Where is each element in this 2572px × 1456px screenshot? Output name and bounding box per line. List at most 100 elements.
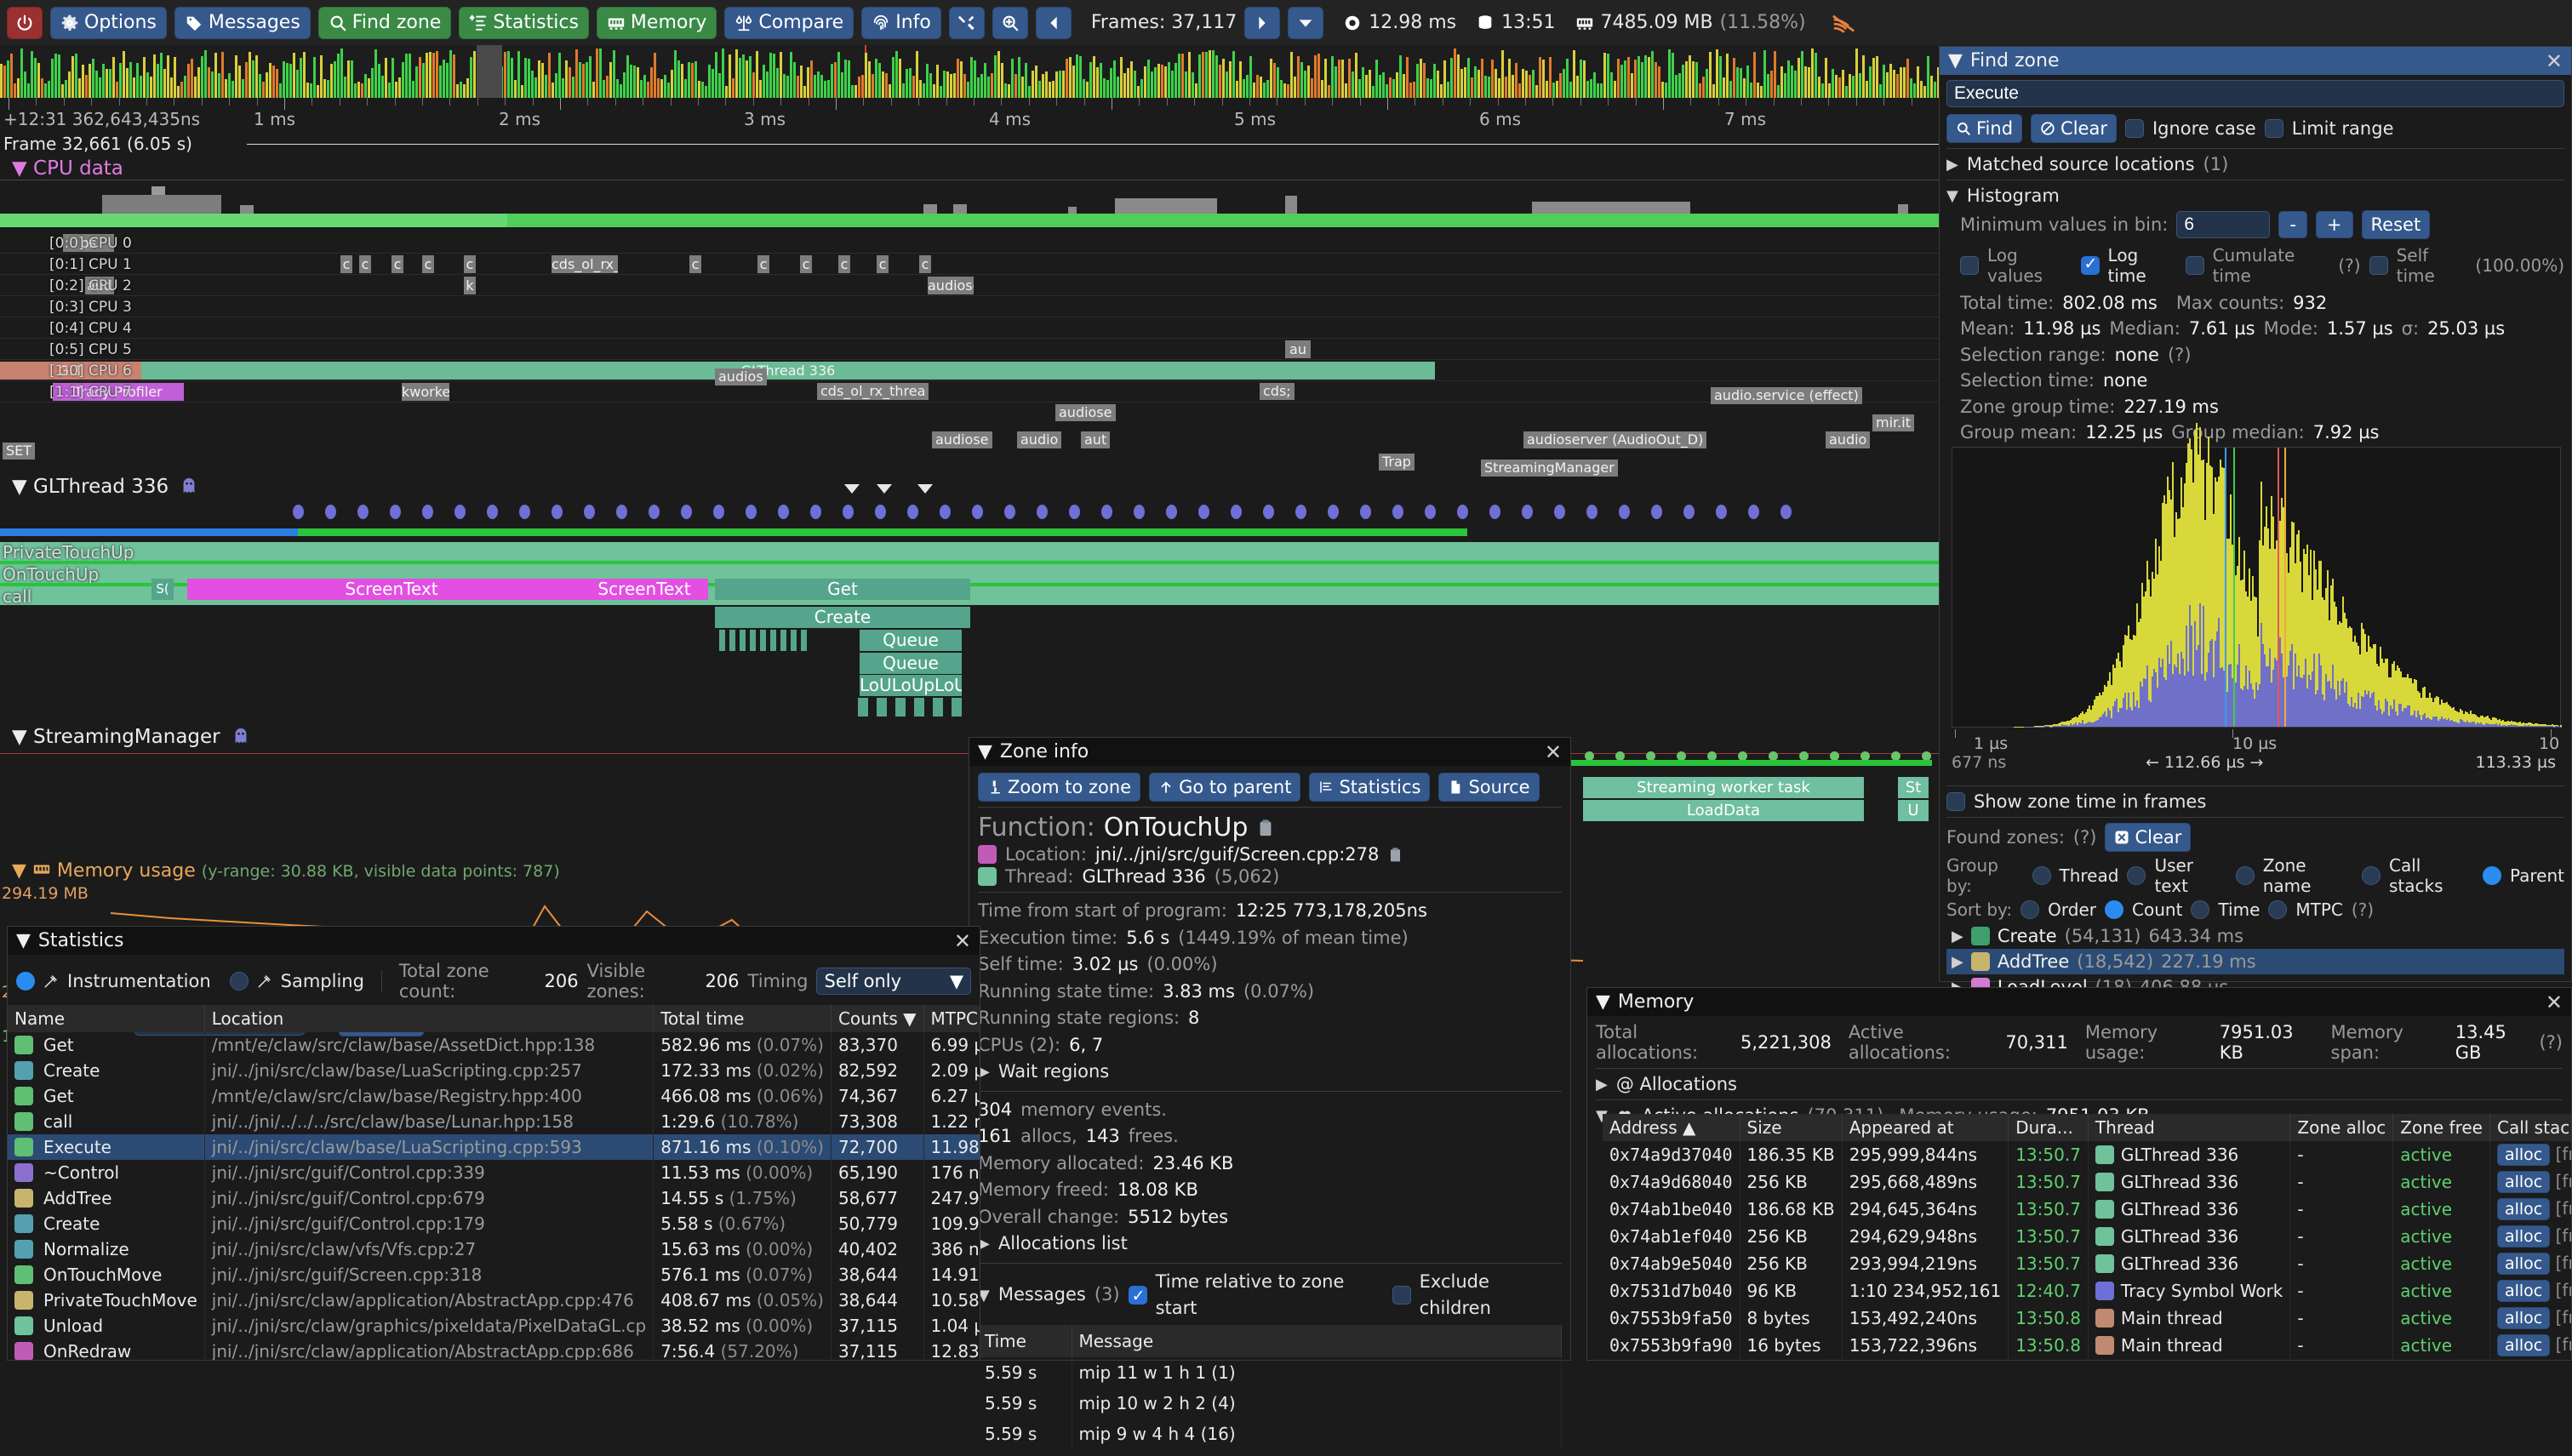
frame-bar[interactable] (1603, 53, 1606, 98)
frame-bar[interactable] (1471, 77, 1473, 98)
frame-bar[interactable] (327, 80, 329, 98)
frame-bar[interactable] (1300, 62, 1303, 98)
frame-bar[interactable] (1610, 72, 1613, 98)
frame-bar[interactable] (1127, 68, 1129, 98)
frame-bar[interactable] (797, 76, 799, 98)
frame-bar[interactable] (1018, 57, 1020, 98)
frame-bar[interactable] (987, 77, 990, 98)
frame-bar[interactable] (68, 71, 71, 98)
frame-bar[interactable] (1818, 77, 1820, 98)
column-header[interactable]: Counts ▼ (831, 1005, 923, 1032)
frame-bar[interactable] (647, 82, 649, 98)
frame-bar[interactable] (1535, 85, 1538, 98)
frame-bar[interactable] (514, 80, 517, 98)
frame-bar[interactable] (1644, 55, 1647, 98)
limit-range-checkbox[interactable] (2265, 119, 2283, 138)
frame-bar[interactable] (10, 54, 13, 98)
frame-bar[interactable] (7, 60, 9, 98)
frame-bar[interactable] (1838, 77, 1841, 98)
frame-bar[interactable] (504, 52, 506, 98)
frame-bar[interactable] (820, 75, 823, 98)
show-zone-time-row[interactable]: Show zone time in frames (1946, 791, 2564, 812)
frame-bar[interactable] (460, 82, 462, 98)
copy-icon[interactable] (1256, 818, 1275, 838)
frame-bar[interactable] (1164, 66, 1167, 98)
frame-bar[interactable] (211, 71, 214, 98)
frame-bar[interactable] (1832, 69, 1834, 98)
frame-bar[interactable] (361, 83, 363, 98)
frame-bar[interactable] (609, 62, 612, 98)
frame-bar[interactable] (841, 72, 843, 98)
frame-bar[interactable] (1498, 78, 1500, 98)
frame-bar[interactable] (1294, 77, 1296, 98)
sort-by-mtpc-radio[interactable] (2268, 900, 2287, 919)
frame-bar[interactable] (950, 74, 952, 98)
frame-bar[interactable] (1045, 71, 1048, 98)
frame-bar[interactable] (20, 49, 23, 98)
frame-bar[interactable] (1290, 52, 1293, 98)
frame-bar[interactable] (1171, 71, 1174, 98)
statistics-titlebar[interactable]: ▼ Statistics ✕ (8, 927, 980, 955)
min-values-reset-button[interactable]: Reset (2362, 210, 2431, 239)
frame-bar[interactable] (946, 71, 949, 98)
frame-bar[interactable] (1134, 71, 1136, 98)
frame-bar[interactable] (126, 68, 129, 98)
compare-button[interactable]: Compare (724, 7, 854, 39)
frame-bar[interactable] (1140, 79, 1143, 98)
frame-bar[interactable] (255, 55, 258, 98)
frame-bar[interactable] (374, 49, 377, 98)
frame-bar[interactable] (552, 83, 554, 98)
frame-bar[interactable] (41, 78, 43, 98)
frame-bar[interactable] (1539, 57, 1541, 98)
frame-bar[interactable] (1753, 52, 1756, 98)
frame-bar[interactable] (1699, 83, 1701, 98)
power-button[interactable] (7, 7, 43, 39)
frame-bar[interactable] (810, 60, 813, 98)
frame-bar[interactable] (1706, 69, 1708, 98)
frame-bar[interactable] (1358, 79, 1361, 98)
frame-bar[interactable] (994, 55, 997, 98)
statistics-window[interactable]: ▼ Statistics ✕ Instrumentation Sampling … (7, 926, 980, 1361)
frame-bar[interactable] (426, 53, 428, 98)
zoom-to-zone-button[interactable]: Zoom to zone (978, 773, 1140, 802)
frame-bar[interactable] (875, 59, 877, 98)
frame-bar[interactable] (1403, 74, 1405, 98)
frame-bar[interactable] (368, 78, 370, 98)
frame-bar[interactable] (1256, 75, 1259, 98)
frame-bar[interactable] (759, 80, 762, 98)
frame-bar[interactable] (31, 51, 33, 98)
show-zone-time-checkbox[interactable] (1946, 792, 1965, 811)
frame-bar[interactable] (1804, 66, 1807, 98)
frame-bar[interactable] (1042, 74, 1044, 98)
frame-bar[interactable] (960, 61, 963, 98)
frame-bar[interactable] (756, 51, 758, 98)
frame-bar[interactable] (313, 57, 316, 98)
frame-bar[interactable] (1181, 54, 1184, 98)
find-zone-titlebar[interactable]: ▼ Find zone ✕ (1940, 47, 2571, 75)
column-header[interactable]: Zone alloc (2290, 1114, 2393, 1141)
frame-bar[interactable] (1426, 78, 1429, 98)
frame-bar[interactable] (1062, 71, 1065, 98)
memory-titlebar[interactable]: ▼ Memory ✕ (1587, 988, 2571, 1016)
frame-bar[interactable] (1001, 63, 1003, 98)
frame-bar[interactable] (1872, 58, 1875, 98)
frame-bar[interactable] (1249, 56, 1252, 98)
frame-bar[interactable] (929, 73, 932, 98)
frame-bar[interactable] (1093, 56, 1095, 98)
frame-bar[interactable] (1631, 73, 1633, 98)
frame-bar[interactable] (1488, 77, 1490, 98)
frame-bar[interactable] (548, 53, 551, 98)
find-button[interactable]: Find (1946, 114, 2022, 143)
frame-bar[interactable] (749, 56, 752, 98)
frame-bar[interactable] (1209, 50, 1211, 98)
frame-bar[interactable] (1627, 57, 1630, 98)
frame-bar[interactable] (1665, 83, 1667, 98)
cumulate-time-checkbox[interactable] (2186, 256, 2204, 275)
frame-bar[interactable] (231, 81, 234, 98)
time-relative-checkbox[interactable] (1129, 1286, 1147, 1305)
frame-bar[interactable] (1352, 71, 1354, 98)
frame-bar[interactable] (1934, 82, 1936, 98)
